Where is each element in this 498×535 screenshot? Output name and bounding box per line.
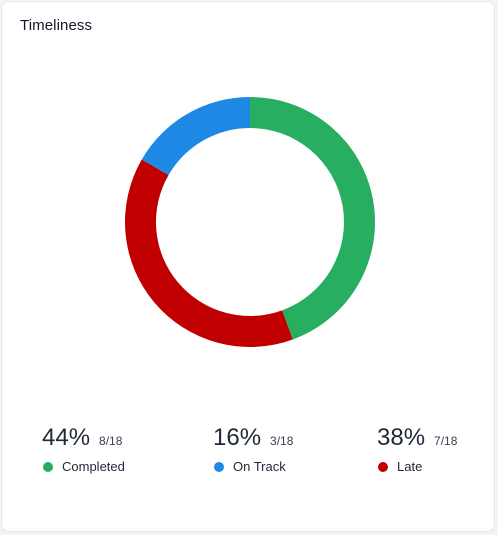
late-dot-icon	[378, 461, 388, 472]
completed-dot-icon	[43, 461, 53, 472]
card-title: Timeliness	[20, 17, 93, 34]
legend-completed: 44% 8/18 Completed	[42, 424, 192, 474]
late-percent: 38%	[377, 424, 426, 451]
completed-label: Completed	[62, 459, 125, 474]
on-track-percent: 16%	[213, 424, 262, 451]
donut-slice-completed	[250, 97, 376, 340]
completed-fraction: 8/18	[99, 434, 123, 448]
on-track-dot-icon	[214, 461, 224, 472]
late-fraction: 7/18	[434, 434, 458, 448]
legend-on-track: 16% 3/18 On Track	[213, 424, 363, 474]
late-label: Late	[397, 459, 423, 474]
donut-slice-on-track	[141, 97, 250, 175]
donut-slice-late	[124, 159, 293, 348]
timeliness-donut-chart	[124, 97, 376, 348]
legend-late: 38% 7/18 Late	[377, 424, 498, 474]
on-track-fraction: 3/18	[270, 434, 294, 448]
on-track-label: On Track	[233, 459, 286, 474]
completed-percent: 44%	[42, 424, 91, 451]
